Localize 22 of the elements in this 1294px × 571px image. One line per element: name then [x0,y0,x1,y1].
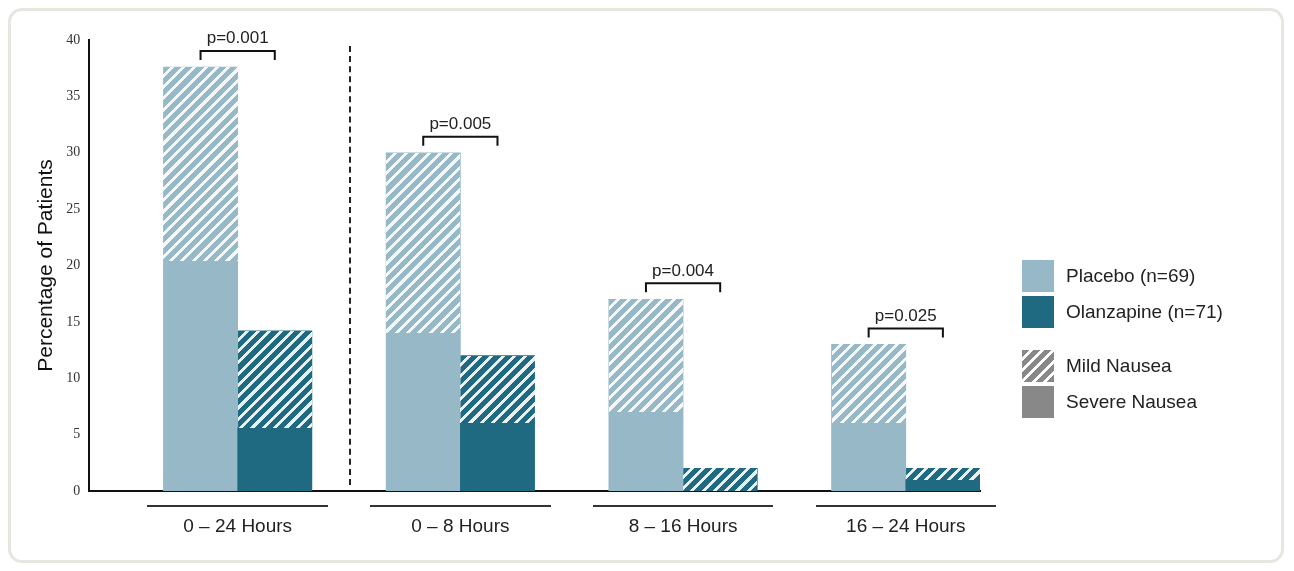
annotation: p=0.025 [874,305,937,325]
y-tick-label: 20 [66,257,81,273]
y-tick-label: 15 [66,313,81,329]
y-tick-label: 30 [66,144,81,160]
annotation: p=0.001 [206,28,269,48]
y-tick-label: 25 [66,200,81,216]
y-tick-label: 5 [73,426,81,442]
x-tick-label: 0 – 8 Hours [411,514,510,536]
text: Olanzapine (n=71) [1066,301,1223,323]
x-tick-label: 16 – 24 Hours [846,514,966,536]
y-tick-label: 35 [66,88,81,104]
annotation: p=0.005 [429,113,492,133]
y-tick-label: 0 [73,482,81,498]
legend-label: Mild Nausea [1066,355,1172,377]
x-tick-label: 8 – 16 Hours [628,514,738,536]
annotation: p=0.004 [652,260,715,280]
text: Placebo (n=69) [1066,265,1196,287]
y-tick-label: 40 [66,31,81,47]
text: Severe Nausea [1066,391,1197,413]
x-tick-label: 0 – 24 Hours [183,514,293,536]
y-tick-label: 10 [66,369,81,385]
y-axis-title: Percentage of Patients [33,159,57,372]
